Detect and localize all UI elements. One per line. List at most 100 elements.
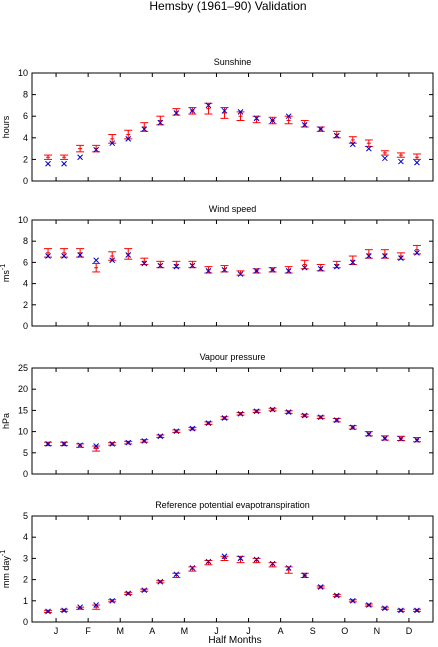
model-point bbox=[77, 154, 83, 161]
observed-errorbar bbox=[300, 120, 309, 128]
model-point bbox=[45, 253, 51, 259]
model-point bbox=[237, 555, 244, 562]
model-point bbox=[93, 443, 100, 449]
month-label: F bbox=[85, 626, 91, 636]
model-point bbox=[349, 259, 356, 266]
observed-errorbar bbox=[124, 129, 133, 140]
model-point bbox=[157, 433, 164, 440]
model-point bbox=[173, 263, 180, 270]
model-point bbox=[349, 424, 356, 431]
month-label: J bbox=[246, 626, 251, 636]
y-axis-label-text: hPa bbox=[1, 413, 11, 429]
model-point bbox=[285, 113, 292, 120]
model-point bbox=[333, 417, 340, 424]
model-point bbox=[77, 252, 83, 258]
model-point bbox=[317, 414, 324, 421]
model-point bbox=[61, 607, 67, 614]
y-tick-label: 10 bbox=[18, 215, 28, 225]
y-axis-label-text: ms bbox=[1, 270, 11, 282]
observed-errorbar bbox=[252, 115, 261, 124]
month-label: J bbox=[54, 626, 59, 636]
model-point bbox=[317, 265, 324, 272]
model-point bbox=[301, 572, 308, 579]
plot-frame bbox=[31, 367, 434, 475]
chart-panel: Vapour pressure 0 5 10 15 20 25 hPa bbox=[1, 352, 434, 479]
model-point bbox=[221, 107, 228, 114]
observed-errorbar bbox=[124, 248, 133, 260]
model-point bbox=[237, 410, 244, 417]
month-label: N bbox=[374, 626, 381, 636]
model-point bbox=[173, 110, 180, 116]
model-point bbox=[141, 438, 148, 444]
model-point bbox=[125, 439, 132, 446]
model-point bbox=[269, 406, 276, 413]
y-tick-label: 2 bbox=[23, 575, 28, 585]
model-point bbox=[237, 271, 244, 277]
month-label: M bbox=[116, 626, 124, 636]
model-point bbox=[365, 253, 372, 259]
observed-errorbar bbox=[92, 445, 101, 452]
model-point bbox=[93, 602, 100, 608]
model-point bbox=[253, 556, 260, 563]
observed-errorbar bbox=[348, 136, 357, 144]
model-point bbox=[189, 107, 196, 114]
model-point bbox=[398, 255, 404, 262]
model-point bbox=[109, 597, 116, 604]
model-point bbox=[205, 420, 212, 426]
y-tick-label: 0 bbox=[23, 617, 28, 627]
observed-errorbar bbox=[92, 262, 101, 273]
model-point bbox=[253, 408, 260, 415]
model-point bbox=[414, 250, 420, 256]
model-point bbox=[382, 605, 388, 612]
y-tick-label: 0 bbox=[23, 176, 28, 186]
model-point bbox=[414, 437, 420, 443]
month-label: J bbox=[214, 626, 219, 636]
model-point bbox=[77, 604, 83, 611]
observed-errorbar bbox=[332, 130, 341, 139]
model-point bbox=[109, 441, 116, 447]
y-tick-label: 4 bbox=[23, 133, 28, 143]
model-point bbox=[382, 435, 388, 442]
model-point bbox=[205, 558, 212, 565]
model-point bbox=[45, 441, 51, 447]
model-point bbox=[333, 132, 340, 139]
month-label: A bbox=[278, 626, 284, 636]
model-point bbox=[141, 587, 148, 594]
observed-errorbar bbox=[108, 251, 117, 261]
observed-errorbar bbox=[284, 266, 293, 274]
panel-title: Vapour pressure bbox=[200, 352, 266, 362]
model-point bbox=[317, 126, 324, 133]
model-point bbox=[301, 264, 308, 271]
observed-errorbar bbox=[44, 154, 53, 160]
chart-panel: Sunshine 0 2 4 6 8 10 hours bbox=[1, 57, 434, 186]
observed-errorbar bbox=[44, 248, 53, 258]
y-tick-label: 4 bbox=[23, 532, 28, 542]
model-point bbox=[61, 253, 67, 259]
model-point bbox=[349, 141, 356, 148]
model-point bbox=[157, 262, 164, 269]
observed-errorbar bbox=[172, 108, 181, 116]
observed-errorbar bbox=[316, 264, 325, 272]
month-label: A bbox=[149, 626, 155, 636]
y-tick-label: 8 bbox=[23, 236, 28, 246]
y-tick-label: 2 bbox=[23, 300, 28, 310]
model-point bbox=[333, 263, 340, 270]
y-tick-label: 8 bbox=[23, 90, 28, 100]
observed-errorbar bbox=[220, 265, 229, 273]
model-point bbox=[349, 597, 356, 604]
model-point bbox=[237, 109, 244, 115]
model-point bbox=[269, 560, 276, 567]
model-point bbox=[45, 160, 51, 167]
model-point bbox=[221, 553, 228, 560]
model-point bbox=[253, 268, 260, 274]
month-label: S bbox=[310, 626, 316, 636]
chart-panel: Wind speed 0 2 4 6 8 10 ms-1 bbox=[0, 204, 434, 331]
model-point bbox=[61, 441, 67, 447]
chart-panel: Reference potential evapotranspiration 0 1… bbox=[0, 500, 434, 636]
y-tick-label: 20 bbox=[18, 384, 28, 394]
model-point bbox=[189, 565, 196, 571]
month-label: M bbox=[181, 626, 189, 636]
model-point bbox=[333, 592, 340, 599]
month-label: D bbox=[406, 626, 413, 636]
observed-errorbar bbox=[364, 139, 373, 147]
